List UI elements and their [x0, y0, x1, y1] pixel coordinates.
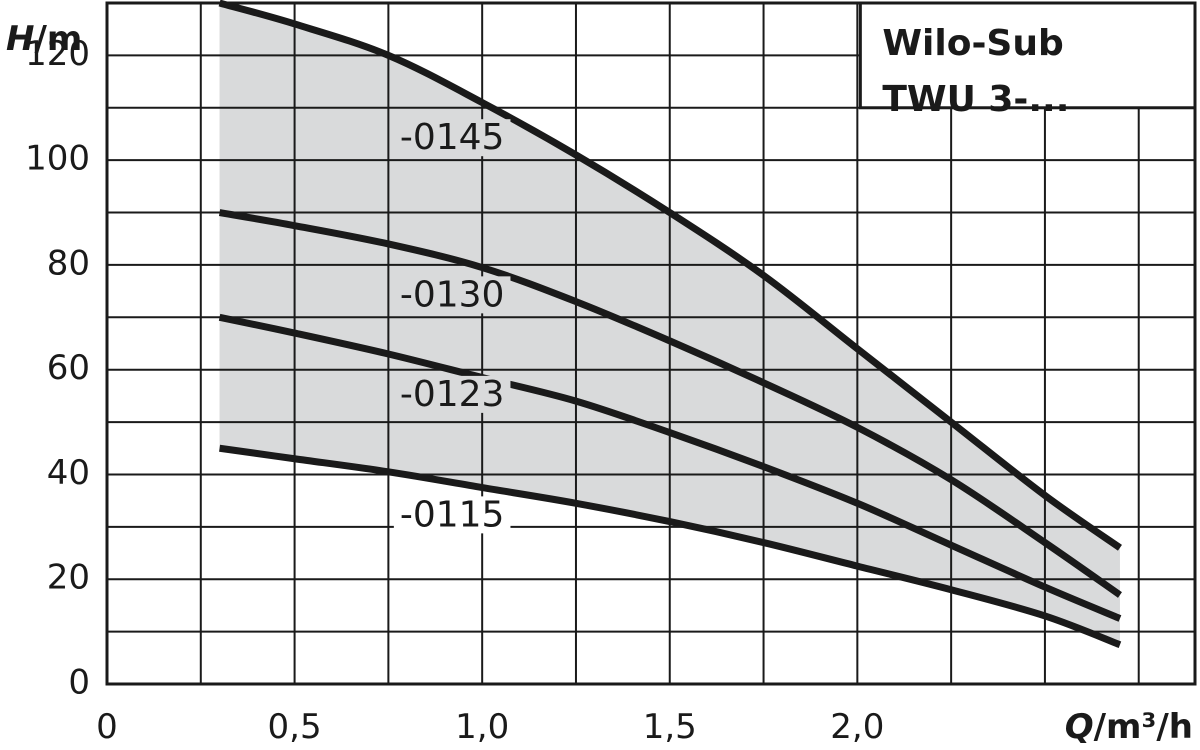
- chart-title-line: TWU 3-...: [882, 79, 1069, 120]
- chart-title-line: Wilo-Sub: [882, 23, 1063, 64]
- y-tick-label: 40: [47, 453, 90, 493]
- curve-label-0115: -0115: [393, 494, 511, 535]
- axis-titles: H/m Q/m³/h: [6, 19, 1193, 747]
- curve-label-bg: [393, 496, 511, 534]
- plot-frame: [105, 1, 1197, 686]
- curve-label-text: -0145: [400, 117, 505, 158]
- curve-0123: [218, 313, 1122, 622]
- x-tick-label: 2,0: [830, 707, 884, 747]
- axis-ticks: 0 0,5 1,0 1,5 2,0 0 20 40 60 80 100 120: [25, 34, 884, 747]
- chart-title-box: Wilo-Sub TWU 3-...: [858, 1, 1197, 120]
- curve-label-bg: [393, 375, 511, 413]
- y-axis-title: H/m: [6, 19, 82, 59]
- curve-0145: [218, 0, 1122, 551]
- y-tick-label: 120: [25, 34, 90, 74]
- curve-label-0145: -0145: [393, 117, 511, 158]
- y-tick-label: 0: [68, 663, 90, 703]
- y-tick-label: 20: [47, 558, 90, 598]
- x-tick-label: 0: [96, 707, 118, 747]
- curve-labels: -0145 -0130 -0123 -0115: [393, 117, 511, 535]
- x-axis-title: Q/m³/h: [1065, 707, 1193, 747]
- title-box: [858, 1, 1197, 110]
- curve-label-0130: -0130: [393, 274, 511, 315]
- y-tick-label: 60: [47, 348, 90, 388]
- x-tick-label: 1,5: [643, 707, 697, 747]
- y-tick-label: 80: [47, 243, 90, 283]
- curve-label-text: -0123: [400, 374, 505, 415]
- curve-label-0123: -0123: [393, 374, 511, 415]
- x-tick-label: 0,5: [268, 707, 322, 747]
- y-tick-label: 100: [25, 139, 90, 179]
- curve-label-bg: [393, 119, 511, 157]
- x-tick-label: 1,0: [455, 707, 509, 747]
- pump-curves: [218, 0, 1122, 648]
- curve-label-text: -0115: [400, 494, 505, 535]
- curve-0115: [219, 444, 1122, 648]
- curve-label-bg: [393, 276, 511, 314]
- curve-label-text: -0130: [400, 274, 505, 315]
- curve-0130: [218, 209, 1122, 598]
